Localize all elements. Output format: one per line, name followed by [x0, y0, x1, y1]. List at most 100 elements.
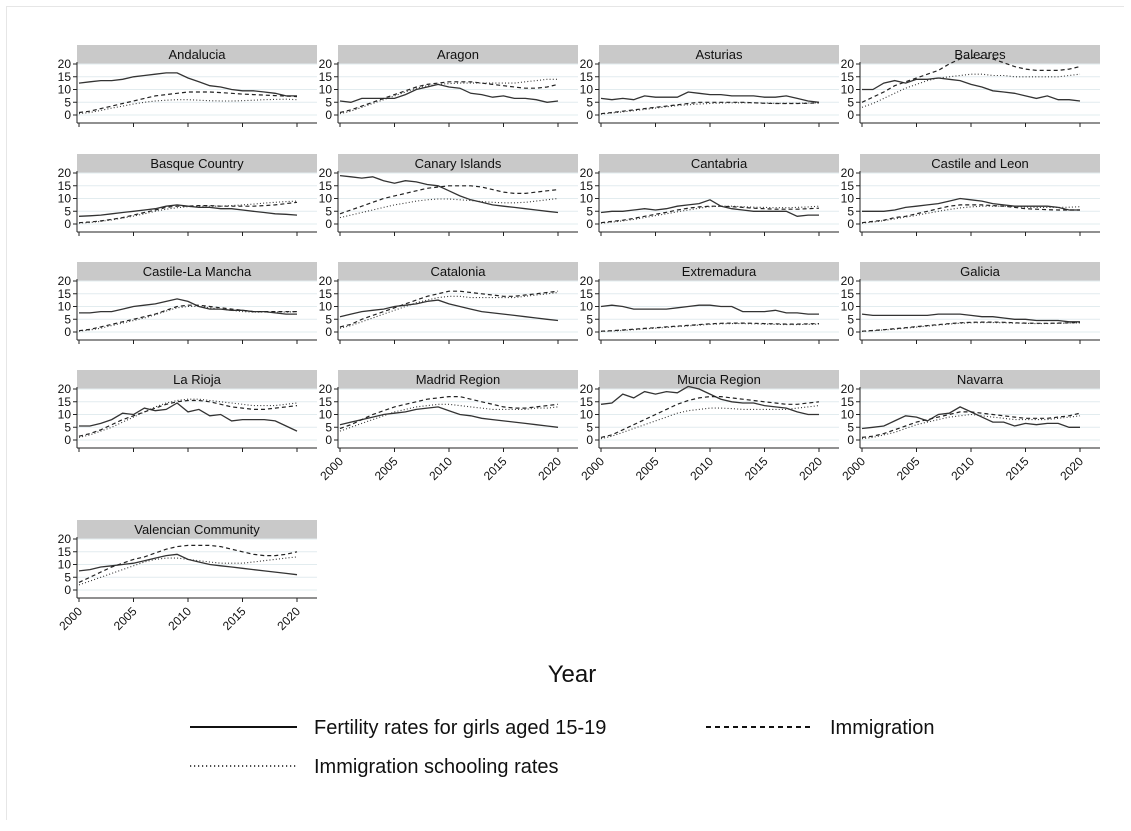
- series-line-fertility: [339, 83, 559, 103]
- y-tick-label: 15: [580, 70, 594, 84]
- series-line-immigration: [339, 396, 559, 430]
- y-tick-label: 10: [841, 300, 855, 314]
- panel-strip: [77, 520, 317, 539]
- y-tick-label: 20: [580, 274, 594, 288]
- series-line-immigration: [861, 204, 1080, 224]
- panel-title: Navarra: [957, 372, 1004, 387]
- x-axis-title: Year: [548, 661, 597, 688]
- panel-strip: [860, 154, 1100, 173]
- y-tick-label: 0: [325, 433, 332, 447]
- y-tick-label: 20: [58, 532, 72, 546]
- series-line-immigration: [861, 411, 1081, 438]
- series-line-immigration: [78, 91, 298, 114]
- series-line-fertility: [862, 197, 1080, 212]
- panel-title: Catalonia: [431, 264, 487, 279]
- series-line-immigration: [78, 399, 298, 437]
- series-line-immigration: [600, 396, 820, 438]
- y-tick-label: 10: [58, 83, 72, 97]
- panel-title: Valencian Community: [134, 522, 260, 537]
- y-tick-label: 5: [586, 95, 593, 109]
- y-tick-label: 10: [580, 300, 594, 314]
- legend-item-schooling: Immigration schooling rates: [190, 756, 559, 778]
- y-tick-label: 0: [847, 108, 854, 122]
- series-line-schooling: [861, 322, 1081, 333]
- y-tick-label: 5: [64, 312, 71, 326]
- y-tick-label: 15: [580, 395, 594, 409]
- y-tick-label: 20: [319, 166, 333, 180]
- y-tick-label: 10: [319, 83, 333, 97]
- series-line-schooling: [600, 323, 820, 333]
- series-line-immigration: [339, 290, 559, 328]
- y-tick-label: 0: [64, 583, 71, 597]
- series-line-schooling: [861, 205, 1081, 224]
- panel-strip: [77, 262, 317, 281]
- legend-item-immigration: Immigration: [706, 717, 934, 739]
- series-line-fertility: [862, 77, 1081, 102]
- series-line-schooling: [600, 405, 820, 440]
- y-tick-label: 10: [841, 192, 855, 206]
- y-tick-label: 20: [319, 57, 333, 71]
- series-line-schooling: [78, 200, 298, 224]
- panel-strip: [599, 262, 839, 281]
- legend-label-fertility: Fertility rates for girls aged 15-19: [314, 717, 606, 739]
- legend-label-schooling: Immigration schooling rates: [314, 756, 559, 778]
- y-tick-label: 0: [586, 108, 593, 122]
- panel-strip: [860, 370, 1100, 389]
- y-tick-label: 10: [319, 408, 333, 422]
- y-tick-label: 5: [325, 312, 332, 326]
- series-line-schooling: [339, 78, 558, 115]
- panel-title: Cantabria: [691, 156, 748, 171]
- series-line-fertility: [339, 174, 559, 214]
- series-line-immigration: [861, 321, 1081, 332]
- y-tick-label: 20: [319, 382, 333, 396]
- y-tick-label: 20: [319, 274, 333, 288]
- y-tick-label: 5: [325, 204, 332, 218]
- y-tick-label: 20: [580, 57, 594, 71]
- y-tick-label: 10: [58, 558, 72, 572]
- series-line-schooling: [600, 205, 820, 224]
- series-line-schooling: [78, 556, 298, 586]
- panel-strip: [860, 45, 1100, 64]
- panel-title: Extremadura: [682, 264, 757, 279]
- y-tick-label: 15: [841, 179, 855, 193]
- panels: Andalucia05101520Aragon05101520Asturias0…: [56, 45, 1100, 633]
- panel-title: Madrid Region: [416, 372, 501, 387]
- series-line-immigration: [78, 201, 298, 224]
- y-tick-label: 10: [580, 83, 594, 97]
- y-tick-label: 20: [841, 382, 855, 396]
- y-tick-label: 10: [841, 408, 855, 422]
- series-line-fertility: [339, 299, 559, 322]
- series-line-fertility: [600, 385, 819, 416]
- panel-strip: [338, 45, 578, 64]
- series-line-immigration: [78, 544, 298, 583]
- y-tick-label: 0: [847, 325, 854, 339]
- y-tick-label: 5: [64, 420, 71, 434]
- series-line-immigration: [78, 304, 297, 332]
- y-tick-label: 0: [64, 108, 71, 122]
- y-tick-label: 15: [319, 70, 333, 84]
- y-tick-label: 15: [58, 545, 72, 559]
- y-tick-label: 20: [841, 166, 855, 180]
- y-tick-label: 20: [58, 57, 72, 71]
- series-line-fertility: [600, 304, 819, 315]
- y-tick-label: 20: [841, 57, 855, 71]
- y-tick-label: 0: [325, 325, 332, 339]
- y-tick-label: 10: [319, 192, 333, 206]
- series-line-immigration: [600, 101, 820, 115]
- y-tick-label: 5: [586, 204, 593, 218]
- series-line-fertility: [78, 204, 298, 217]
- y-tick-label: 5: [325, 95, 332, 109]
- panel-title: Canary Islands: [415, 156, 502, 171]
- figure-frame: [6, 6, 1124, 820]
- panel-strip: [860, 262, 1100, 281]
- y-tick-label: 10: [58, 192, 72, 206]
- y-tick-label: 5: [64, 204, 71, 218]
